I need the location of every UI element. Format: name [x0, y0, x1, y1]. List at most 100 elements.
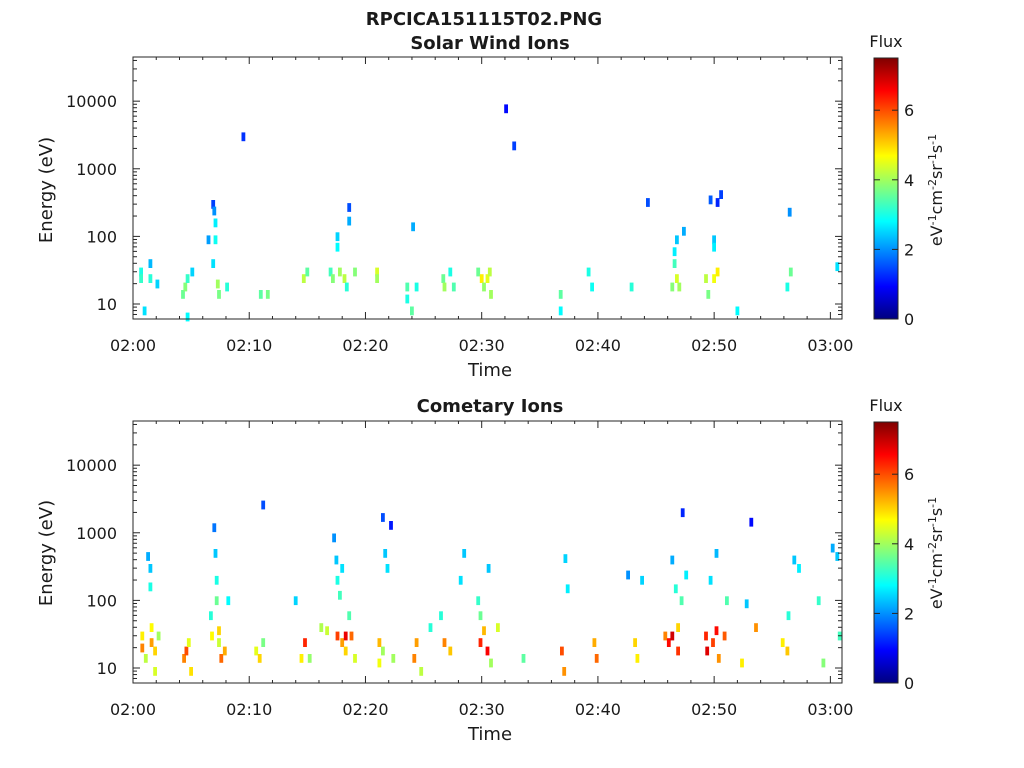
flux-cell [139, 274, 143, 283]
flux-cell [673, 584, 678, 594]
flux-cell [414, 638, 419, 647]
flux-cell [183, 282, 188, 292]
flux-cell [331, 274, 335, 283]
colorbar: Flux 0 2 4 6 eV-1cm-2sr-1s-1 [869, 32, 946, 329]
flux-cell [353, 654, 357, 663]
flux-cell [670, 631, 675, 641]
flux-cell [558, 290, 563, 299]
colorbar-ticks: 0 2 4 6 [874, 465, 914, 693]
flux-cell [338, 267, 342, 277]
flux-cell [375, 267, 379, 277]
x-tick-label: 02:30 [459, 336, 505, 355]
y-tick-label: 10000 [66, 92, 117, 111]
flux-cell [716, 654, 721, 663]
flux-cell [319, 623, 324, 632]
flux-cell [190, 267, 195, 277]
flux-cell [335, 575, 340, 585]
flux-cell [343, 631, 348, 641]
plot-frame [132, 56, 843, 320]
x-axis-label: Time [467, 724, 512, 745]
y-tick-label: 100 [86, 591, 117, 610]
flux-cell [441, 274, 446, 283]
flux-cell [489, 658, 493, 668]
flux-cell [563, 554, 568, 563]
flux-cell [629, 282, 634, 292]
cometary-ions-panel: Cometary Ions 02:00 02:10 02:20 02:30 02:40 0… [36, 396, 946, 745]
y-tick-label: 10 [97, 659, 117, 678]
flux-cell [487, 267, 492, 277]
flux-cell [214, 596, 219, 606]
flux-cell [212, 523, 217, 533]
flux-cell [485, 274, 490, 283]
x-axis-label: Time [467, 360, 512, 381]
colorbar-tick-label: 2 [904, 240, 914, 259]
flux-cell [146, 552, 150, 561]
flux-cell [482, 626, 486, 636]
flux-cell [676, 623, 680, 632]
flux-cell [261, 500, 266, 510]
flux-cell [482, 282, 486, 292]
y-tick-label: 1000 [76, 160, 117, 179]
flux-cell [155, 279, 160, 289]
flux-cell [189, 667, 193, 676]
flux-cell [504, 104, 508, 114]
flux-cell [428, 623, 433, 632]
flux-cell [340, 564, 345, 573]
flux-cell [344, 282, 349, 292]
flux-cell [412, 654, 417, 663]
flux-cell [476, 596, 481, 606]
flux-cell [254, 646, 259, 656]
flux-cell [212, 206, 217, 216]
flux-cell [565, 584, 570, 594]
flux-cell [714, 626, 719, 636]
flux-cell [787, 207, 792, 217]
flux-cell [830, 543, 835, 553]
flux-cell [226, 596, 231, 606]
flux-cell [704, 274, 708, 283]
flux-cell [335, 232, 340, 242]
colorbar-unit-label: eV-1cm-2sr-1s-1 [926, 134, 946, 246]
flux-cell [181, 290, 185, 299]
flux-cell [633, 638, 637, 647]
flux-cell [214, 575, 219, 585]
flux-cell [156, 631, 161, 641]
flux-cell [405, 294, 410, 304]
flux-cell [391, 654, 396, 663]
x-tick-label: 02:10 [226, 700, 272, 719]
flux-cell [153, 667, 157, 676]
flux-cell [562, 667, 567, 676]
flux-cell [307, 654, 312, 663]
flux-cell [489, 290, 493, 299]
flux-cell [140, 643, 145, 653]
colorbar-title: Flux [869, 396, 902, 415]
x-tick-label: 02:00 [110, 336, 156, 355]
colorbar-unit-label: eV-1cm-2sr-1s-1 [926, 497, 946, 609]
flux-cell [217, 290, 221, 299]
spectrogram-cells [139, 104, 840, 322]
colorbar-tick-label: 6 [904, 101, 914, 120]
flux-cell [149, 623, 154, 632]
x-tick-label: 02:20 [342, 700, 388, 719]
flux-cell [209, 611, 213, 621]
figure-title: RPCICA151115T02.PNG [366, 9, 602, 30]
flux-cell [335, 242, 340, 252]
panel-title: Solar Wind Ions [410, 33, 569, 54]
flux-cell [714, 549, 719, 558]
flux-cell [590, 282, 594, 292]
solar-wind-ions-panel: Solar Wind Ions 02:00 02:10 02:20 02:30 02:4… [36, 32, 946, 381]
flux-cell [677, 282, 682, 292]
flux-cell [299, 654, 304, 663]
flux-cell [676, 646, 680, 656]
x-tick-label: 03:00 [807, 700, 853, 719]
flux-cell [788, 267, 793, 277]
x-tick-label: 03:00 [807, 336, 853, 355]
flux-cell [149, 638, 154, 647]
flux-cell [258, 290, 263, 299]
flux-cell [715, 198, 720, 207]
flux-cell [797, 564, 801, 573]
flux-cell [740, 658, 744, 668]
flux-cell [640, 575, 644, 585]
flux-cell [219, 654, 224, 663]
flux-cell [792, 555, 797, 565]
y-axis-label: Energy (eV) [36, 137, 57, 243]
